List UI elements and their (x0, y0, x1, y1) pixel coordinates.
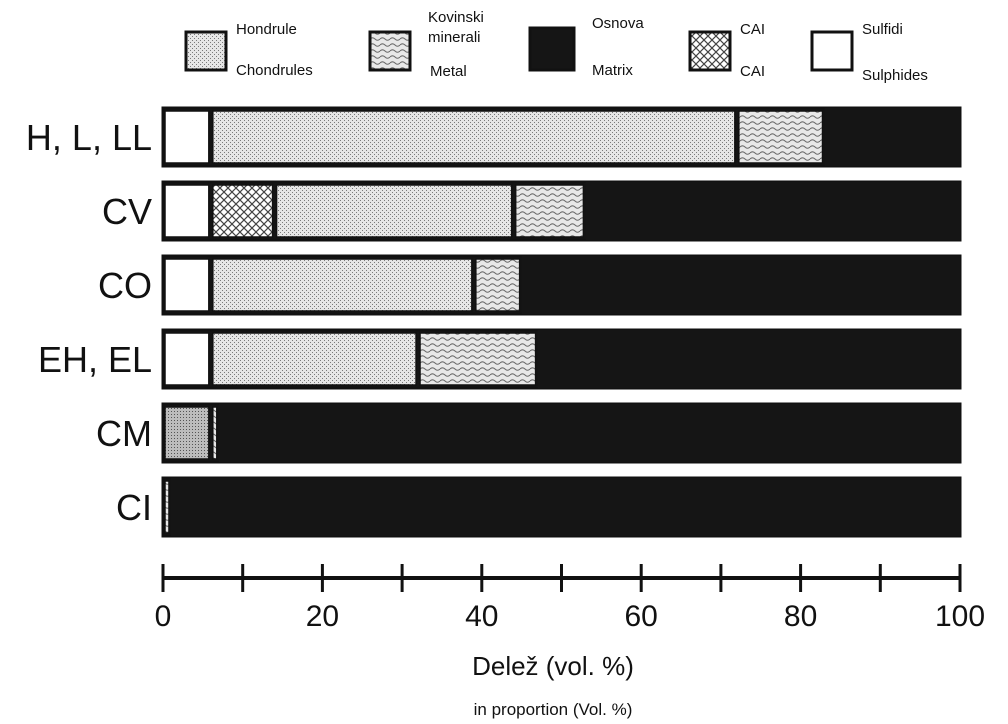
bar-segment-cm-chondrules (164, 406, 210, 460)
legend-swatch-matrix (528, 26, 576, 72)
legend-swatch-cai (688, 30, 732, 72)
x-axis: 0 20 40 60 80 100 (155, 564, 985, 633)
category-label-co: CO (98, 265, 152, 306)
legend-swatch-chondrules (184, 30, 228, 72)
bar-segment-h-l-ll-sulphides (164, 110, 210, 164)
legend-label-matrix-en: Matrix (592, 62, 633, 79)
bar-segment-cm-metal (212, 406, 218, 460)
bar-segment-h-l-ll-chondrules (212, 110, 736, 164)
bar-segment-cv-sulphides (164, 184, 210, 238)
legend: Hondrule Chondrules Kovinski minerali Me… (184, 9, 928, 84)
legend-label-metal-sl-1: Kovinski (428, 9, 484, 26)
bars (161, 106, 962, 538)
legend-label-chondrules-sl: Hondrule (236, 21, 297, 38)
x-axis-label: Delež (vol. %) (472, 651, 634, 681)
bar-segment-eh-el-sulphides (164, 332, 210, 386)
legend-label-metal-en: Metal (430, 63, 467, 80)
x-tick-label-0: 0 (155, 600, 172, 633)
legend-swatch-metal (368, 30, 412, 72)
bar-segment-cm-matrix (218, 404, 961, 462)
legend-label-chondrules-en: Chondrules (236, 62, 313, 79)
bar-segment-ci-metal (164, 480, 170, 534)
x-tick-label-60: 60 (625, 600, 658, 633)
x-axis-label-secondary: in proportion (Vol. %) (474, 700, 633, 719)
legend-label-metal-sl-2: minerali (428, 29, 481, 46)
bar-segment-ci-matrix (170, 478, 961, 536)
legend-label-cai-en: CAI (740, 63, 765, 80)
bar-segment-cv-matrix (585, 182, 960, 240)
bar-segment-co-chondrules (212, 258, 473, 312)
category-label-cv: CV (102, 191, 152, 232)
bar-segment-cv-chondrules (275, 184, 513, 238)
bar-segment-co-metal (475, 258, 521, 312)
x-tick-label-100: 100 (935, 600, 985, 633)
legend-label-cai-sl: CAI (740, 21, 765, 38)
bar-segment-eh-el-metal (419, 332, 537, 386)
category-labels: H, L, LL CV CO EH, EL CM CI (26, 117, 152, 528)
x-tick-label-40: 40 (465, 600, 498, 633)
bar-segment-co-sulphides (164, 258, 210, 312)
category-label-h-l-ll: H, L, LL (26, 117, 152, 158)
bar-segment-co-matrix (521, 256, 960, 314)
bar-segment-cv-metal (514, 184, 585, 238)
bar-segment-h-l-ll-metal (738, 110, 824, 164)
x-tick-label-80: 80 (784, 600, 817, 633)
legend-swatch-sulphides (810, 30, 854, 72)
bar-segment-cv-cai (212, 184, 274, 238)
bar-segment-eh-el-chondrules (212, 332, 417, 386)
bar-segment-eh-el-matrix (537, 330, 960, 388)
x-tick-label-20: 20 (306, 600, 339, 633)
legend-label-sulphides-sl: Sulfidi (862, 21, 903, 38)
category-label-ci: CI (116, 487, 152, 528)
category-label-eh-el: EH, EL (38, 339, 152, 380)
legend-label-matrix-sl: Osnova (592, 15, 644, 32)
legend-label-sulphides-en: Sulphides (862, 67, 928, 84)
bar-segment-h-l-ll-matrix (824, 108, 960, 166)
category-label-cm: CM (96, 413, 152, 454)
